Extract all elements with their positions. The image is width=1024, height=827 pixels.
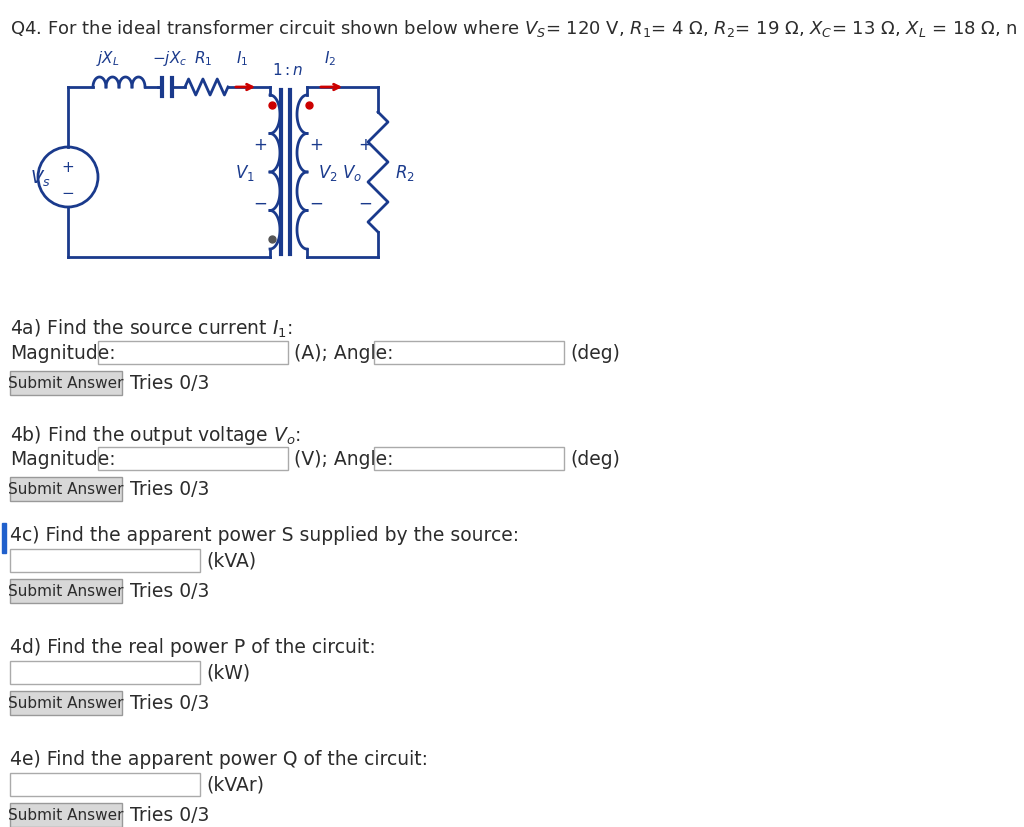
Text: $V_s$: $V_s$ (30, 168, 50, 188)
Text: $-$: $-$ (358, 194, 372, 212)
Bar (10, 477, 122, 501)
Text: $-$: $-$ (253, 194, 267, 212)
Text: $I_1$: $I_1$ (236, 50, 248, 68)
Bar (10, 662, 200, 684)
Text: +: + (253, 136, 267, 154)
Bar (98, 342, 288, 365)
Text: Submit Answer: Submit Answer (8, 696, 124, 710)
Text: $I_2$: $I_2$ (324, 50, 336, 68)
Bar (374, 447, 564, 471)
Bar (98, 447, 288, 471)
Text: $V_1$: $V_1$ (236, 163, 255, 183)
Text: (kVA): (kVA) (206, 552, 256, 571)
Text: +: + (358, 136, 372, 154)
Text: Tries 0/3: Tries 0/3 (130, 694, 209, 713)
Text: (V); Angle:: (V); Angle: (294, 449, 393, 468)
Text: Tries 0/3: Tries 0/3 (130, 582, 209, 600)
Text: (deg): (deg) (570, 343, 620, 362)
Text: $-$: $-$ (309, 194, 324, 212)
Text: (kW): (kW) (206, 663, 250, 682)
Text: $V_o$: $V_o$ (342, 163, 362, 183)
Text: Submit Answer: Submit Answer (8, 807, 124, 823)
Text: (kVAr): (kVAr) (206, 775, 264, 794)
Text: $-$: $-$ (61, 184, 75, 198)
Bar (374, 342, 564, 365)
Text: Tries 0/3: Tries 0/3 (130, 805, 209, 825)
Text: (A); Angle:: (A); Angle: (294, 343, 393, 362)
Text: Submit Answer: Submit Answer (8, 482, 124, 497)
Text: Magnitude:: Magnitude: (10, 449, 116, 468)
Text: (deg): (deg) (570, 449, 620, 468)
Text: $V_2$: $V_2$ (318, 163, 338, 183)
Text: $jX_L$: $jX_L$ (96, 49, 120, 68)
Text: 4a) Find the source current $I_1$:: 4a) Find the source current $I_1$: (10, 318, 293, 340)
Bar (10, 691, 122, 715)
Text: Magnitude:: Magnitude: (10, 343, 116, 362)
Text: Tries 0/3: Tries 0/3 (130, 480, 209, 499)
Text: 4d) Find the real power P of the circuit:: 4d) Find the real power P of the circuit… (10, 638, 376, 656)
Text: Q4. For the ideal transformer circuit shown below where $V_S$= 120 V, $R_1$= 4 $: Q4. For the ideal transformer circuit sh… (10, 18, 1024, 39)
Text: Tries 0/3: Tries 0/3 (130, 374, 209, 393)
Bar (10, 371, 122, 395)
Text: 4b) Find the output voltage $V_o$:: 4b) Find the output voltage $V_o$: (10, 423, 301, 447)
Bar (10, 579, 122, 603)
Text: Submit Answer: Submit Answer (8, 584, 124, 599)
Text: 4c) Find the apparent power S supplied by the source:: 4c) Find the apparent power S supplied b… (10, 525, 519, 544)
Text: $R_1$: $R_1$ (194, 50, 212, 68)
Bar (10, 549, 200, 572)
Bar (10, 773, 200, 796)
Bar (10, 803, 122, 827)
Text: +: + (309, 136, 323, 154)
Text: 4e) Find the apparent power Q of the circuit:: 4e) Find the apparent power Q of the cir… (10, 749, 428, 768)
Text: Submit Answer: Submit Answer (8, 376, 124, 391)
Text: $1:n$: $1:n$ (272, 62, 304, 78)
Text: +: + (61, 160, 75, 175)
Text: $-jX_c$: $-jX_c$ (153, 49, 187, 68)
Bar (2, 523, 6, 553)
Text: $R_2$: $R_2$ (395, 163, 415, 183)
